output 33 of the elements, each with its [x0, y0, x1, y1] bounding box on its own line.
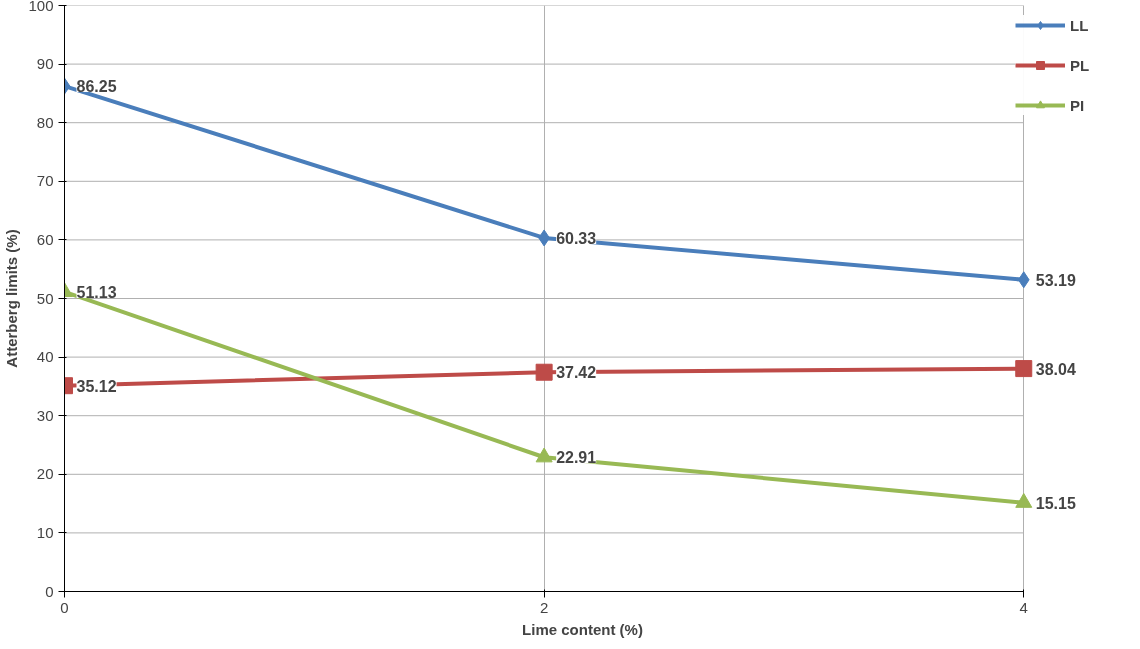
data-label: 51.13	[76, 283, 117, 301]
y-tick-label: 100	[28, 0, 54, 14]
y-tick-label: 20	[36, 465, 54, 483]
legend-label: LL	[1070, 16, 1090, 34]
y-tick-label: 80	[36, 113, 54, 131]
y-tick-label: 30	[36, 406, 54, 424]
legend-label: PI	[1070, 96, 1086, 114]
y-tick-label: 50	[36, 289, 54, 307]
y-tick-label: 90	[36, 55, 54, 73]
point	[1017, 271, 1030, 289]
y-tick-label: 70	[36, 172, 54, 190]
point	[1015, 360, 1033, 378]
y-axis-title: Atterberg limits (%)	[3, 229, 21, 368]
data-label: 35.12	[76, 377, 117, 395]
data-label: 37.42	[556, 364, 597, 382]
x-tick-label: 4	[1019, 598, 1028, 616]
x-tick-label: 2	[539, 598, 549, 616]
y-tick-label: 60	[36, 230, 54, 248]
point	[535, 447, 553, 463]
data-label: 15.15	[1035, 494, 1076, 512]
y-tick-label: 40	[36, 348, 54, 366]
data-label: 38.04	[1035, 360, 1076, 378]
point	[1015, 492, 1033, 508]
data-label: 53.19	[1035, 271, 1076, 289]
x-tick-label: 0	[60, 598, 69, 616]
y-tick-label: 0	[45, 582, 54, 600]
legend-label: PL	[1070, 56, 1090, 74]
data-label: 86.25	[76, 78, 117, 96]
y-tick-label: 10	[36, 523, 54, 541]
data-label: 60.33	[556, 229, 597, 247]
point	[535, 363, 553, 381]
x-axis-title: Lime content (%)	[522, 620, 643, 638]
data-label: 22.91	[556, 449, 597, 467]
